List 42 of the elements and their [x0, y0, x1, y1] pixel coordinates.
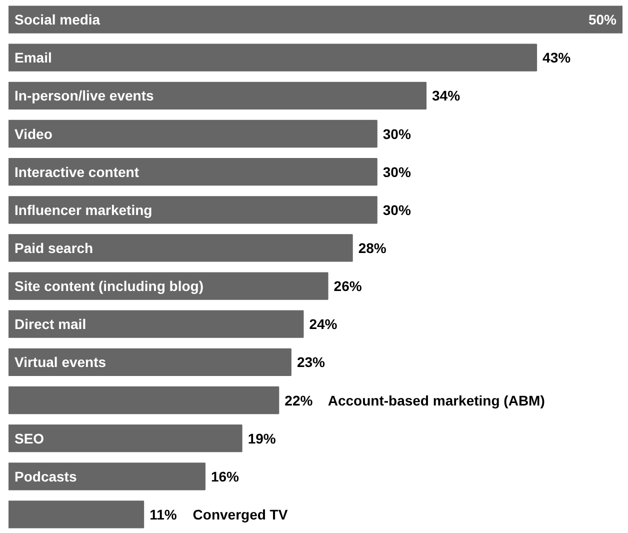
bar: [8, 424, 242, 452]
bar: [8, 500, 144, 528]
data-label: 19%: [248, 430, 276, 446]
bar: [8, 386, 280, 414]
y-tick-label: Social media: [14, 12, 100, 28]
data-label: 30%: [382, 126, 412, 142]
bar: [8, 272, 328, 300]
y-tick-label: SEO: [14, 430, 44, 446]
data-label: 50%: [588, 12, 618, 28]
bar: [8, 82, 427, 110]
bar: [8, 158, 378, 186]
data-label: 30%: [382, 164, 412, 180]
y-tick-label: In-person/live events: [14, 88, 154, 104]
y-tick-label: Paid search: [14, 240, 94, 256]
y-tick-label: Virtual events: [14, 354, 106, 370]
data-label: 24%: [309, 316, 338, 332]
y-tick-label: Podcasts: [14, 468, 77, 484]
y-tick-label: Video: [14, 126, 52, 142]
data-label: 23%: [296, 354, 326, 370]
bar: [8, 120, 378, 148]
bar: [8, 348, 292, 376]
y-tick-label: Account-based marketing (ABM): [328, 392, 545, 408]
data-label: 11%: [150, 506, 178, 522]
data-label: 26%: [334, 278, 362, 294]
data-label: 30%: [382, 202, 412, 218]
y-tick-label: Interactive content: [14, 164, 140, 180]
y-tick-label: Email: [14, 50, 52, 66]
bar: [8, 234, 353, 262]
bar: [8, 196, 378, 224]
data-label: 28%: [358, 240, 387, 256]
bar: [8, 6, 622, 34]
data-label: 22%: [284, 392, 314, 408]
data-label: 34%: [432, 88, 461, 104]
bar: [8, 44, 538, 72]
y-tick-label: Direct mail: [14, 316, 86, 332]
data-label: 16%: [210, 468, 240, 484]
y-tick-label: Influencer marketing: [14, 202, 152, 218]
bar: [8, 462, 206, 490]
y-tick-label: Converged TV: [192, 506, 288, 522]
bar: [8, 310, 304, 338]
y-tick-label: Site content (including blog): [14, 278, 204, 294]
data-label: 43%: [542, 50, 572, 66]
